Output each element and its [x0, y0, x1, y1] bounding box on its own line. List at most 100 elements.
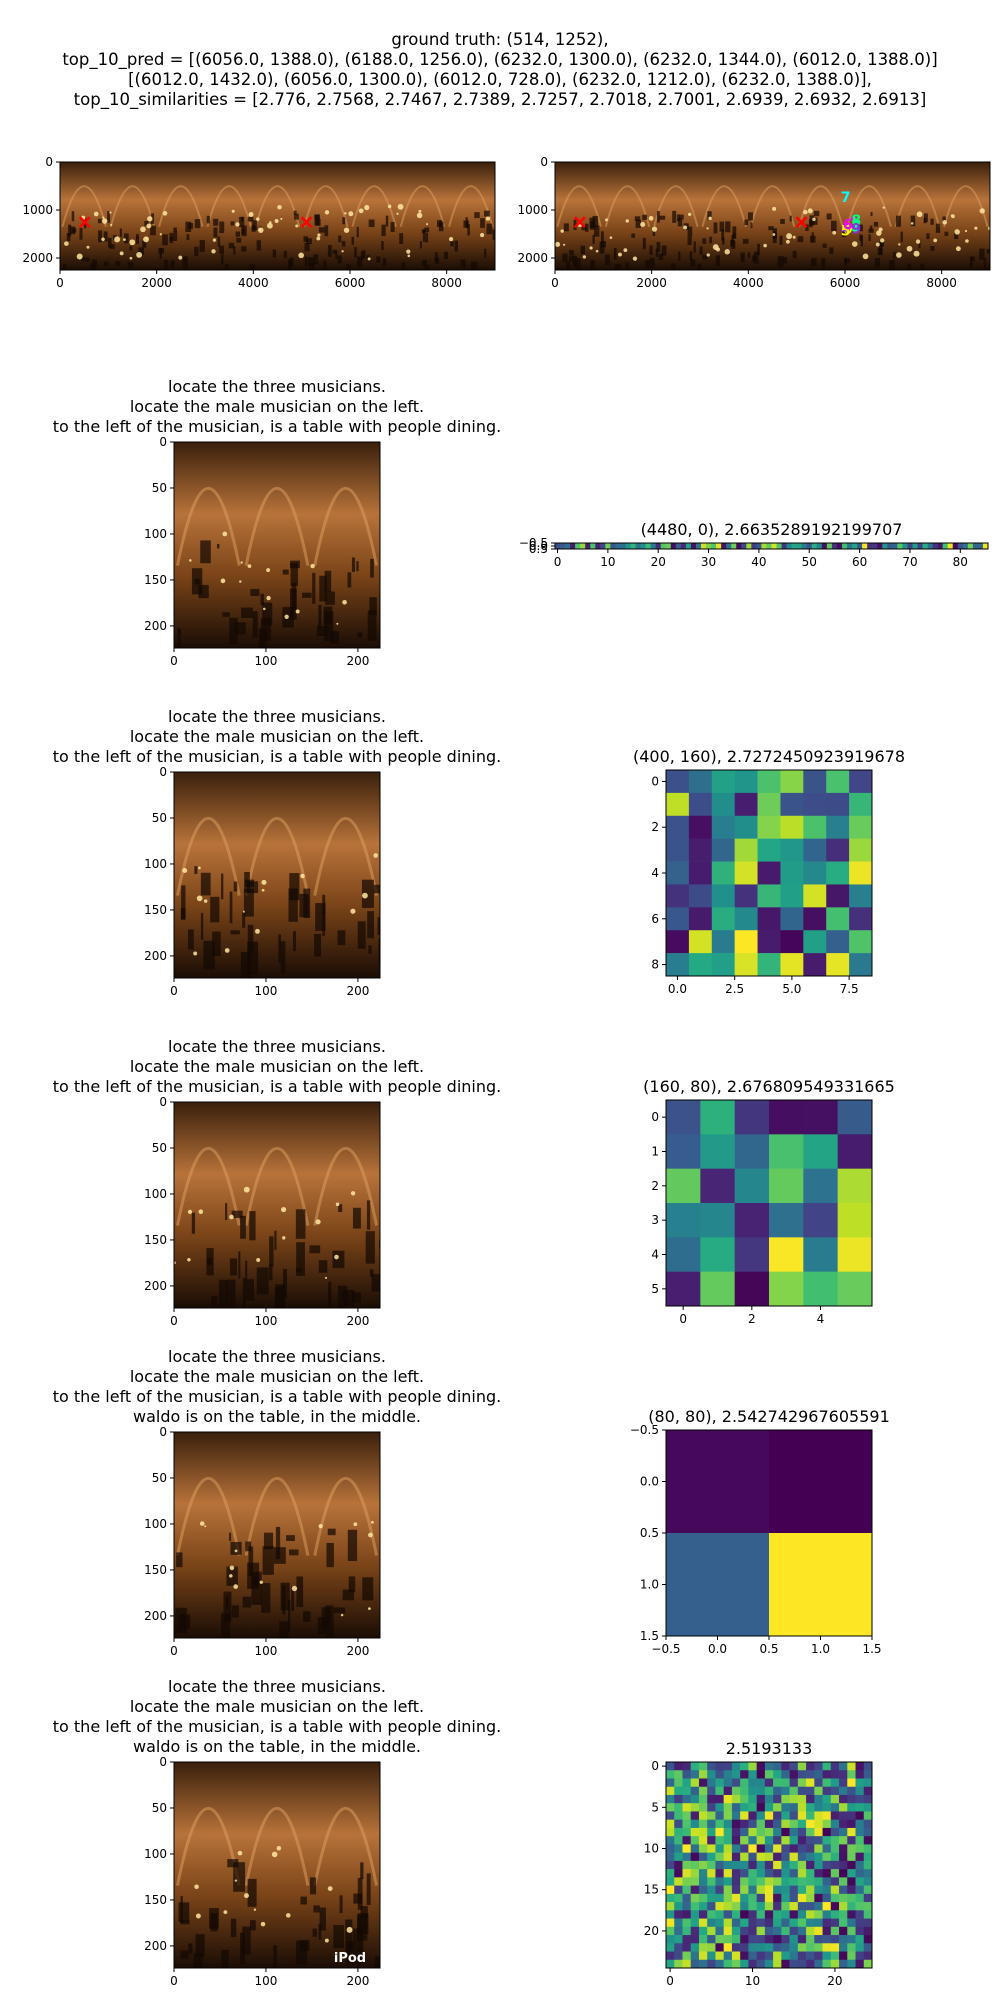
heat-2-cell [734, 930, 758, 954]
heat-5-cell [822, 1860, 832, 1870]
heat-5-cell [707, 1819, 716, 1829]
heat-5-cell [863, 1762, 873, 1771]
crop-5-figure [188, 1943, 193, 1954]
pano-gt-figure [213, 227, 218, 238]
pano-gt-figure [194, 219, 201, 229]
heat-1-cell [952, 543, 959, 550]
heat-1-cell [806, 543, 813, 550]
heat-5-cell [690, 1877, 700, 1886]
pano-pred-light [640, 221, 646, 228]
pano-pred-arch [556, 185, 602, 228]
heat-5-ytick-label: 15 [644, 1883, 659, 1897]
heat-5-cell [830, 1860, 840, 1870]
crop-4-xtick-label: 0 [170, 1644, 178, 1658]
heat-5-cell [789, 1943, 799, 1952]
pano-gt-figure [356, 256, 363, 267]
heat-5-cell [830, 1786, 840, 1796]
heat-5-cell [666, 1836, 675, 1845]
crop-5-light [237, 1850, 243, 1856]
crop-1-light [295, 609, 300, 614]
crop-2-light [255, 928, 260, 934]
heat-4-ytick-label: 1.5 [640, 1629, 659, 1643]
heat-5-cell [748, 1951, 757, 1961]
heat-5-cell [666, 1910, 675, 1919]
heat-5-cell [863, 1819, 873, 1829]
heat-5-cell [666, 1926, 675, 1936]
pano-gt-light [76, 253, 83, 260]
heat-5-cell [674, 1885, 683, 1895]
heat-5-cell [707, 1786, 716, 1796]
heat-5-cell [830, 1869, 840, 1878]
heat-5-cell [781, 1869, 790, 1878]
pano-pred-pred-marker-8: 8 [851, 213, 861, 229]
heat-5-cell [814, 1786, 823, 1796]
pano-gt-light [485, 216, 491, 221]
crop-4-figure [333, 1607, 346, 1614]
crop-3-figure [256, 1267, 269, 1295]
heat-5-cell [830, 1803, 840, 1812]
pano-gt-xtick-label: 2000 [141, 276, 172, 290]
pano-pred-figure [772, 232, 777, 244]
heat-5-cell [773, 1935, 782, 1944]
heat-5-cell [855, 1770, 865, 1779]
heat-5-cell [723, 1762, 733, 1771]
crop-3-ytick-label: 0 [159, 1095, 167, 1109]
heat-2-cell [711, 770, 735, 794]
pano-gt-figure [368, 219, 375, 228]
heat-5-cell [830, 1811, 840, 1820]
pano-pred-figure [722, 237, 725, 245]
heat-3-cell [666, 1168, 701, 1204]
crop-4-figure [348, 1576, 356, 1593]
heat-1-cell [967, 543, 974, 550]
heat-3-cell [803, 1271, 838, 1307]
heat-5-cell [666, 1786, 675, 1796]
pano-gt-light [129, 256, 133, 260]
heat-5-cell [690, 1910, 700, 1919]
pano-gt-figure [225, 264, 229, 270]
heat-1-cell [625, 543, 631, 550]
heat-5-cell [682, 1860, 692, 1870]
heat-5-cell [830, 1902, 840, 1911]
heat-5-cell [707, 1852, 716, 1862]
heat-5-cell [764, 1910, 774, 1919]
pano-gt-light [162, 211, 168, 216]
heat-5-cell [698, 1959, 708, 1969]
crop-3-figure [240, 1215, 246, 1239]
pano-gt-figure [399, 233, 404, 244]
heat-5-cell [773, 1902, 782, 1911]
heat-4-ytick-label: 1.0 [640, 1578, 659, 1592]
pano-pred-xtick-label: 8000 [926, 276, 957, 290]
heat-5-cell [814, 1794, 823, 1804]
crop-4-light [204, 1525, 207, 1528]
heat-1-cell [645, 543, 651, 550]
heat-5-cell [666, 1803, 675, 1812]
pano-pred-ytick-label: 2000 [517, 251, 548, 265]
heat-5-cell [698, 1852, 708, 1862]
crop-3-figure [206, 1257, 213, 1265]
heat-5-cell [731, 1794, 741, 1804]
pano-pred-light [882, 206, 885, 209]
pano-gt-light [298, 252, 304, 259]
pano-gt-figure [385, 215, 389, 227]
heat-5-cell [773, 1770, 782, 1779]
pano-gt-figure [421, 229, 425, 234]
crop-4-ytick-label: 100 [144, 1517, 167, 1531]
heat-5-cell [748, 1959, 757, 1969]
heat-5-cell [674, 1869, 683, 1878]
heat-1-cell [615, 543, 621, 550]
crop-3-figure [352, 1207, 361, 1229]
heat-5-cell [789, 1852, 799, 1862]
heat-1-cell [570, 543, 576, 550]
crop-2-image-detail [175, 816, 380, 978]
heat-5-cell [855, 1893, 865, 1903]
heat-5-cell [723, 1803, 733, 1812]
pano-pred-figure [693, 241, 696, 253]
crop-5-light [244, 1893, 249, 1899]
heat-5-cell [855, 1811, 865, 1820]
crop-5-light [276, 1845, 282, 1851]
crop-1-figure [347, 572, 352, 588]
heat-3-cell [700, 1237, 735, 1272]
pano-gt-arch [399, 185, 446, 228]
pano-gt-light [102, 216, 105, 219]
